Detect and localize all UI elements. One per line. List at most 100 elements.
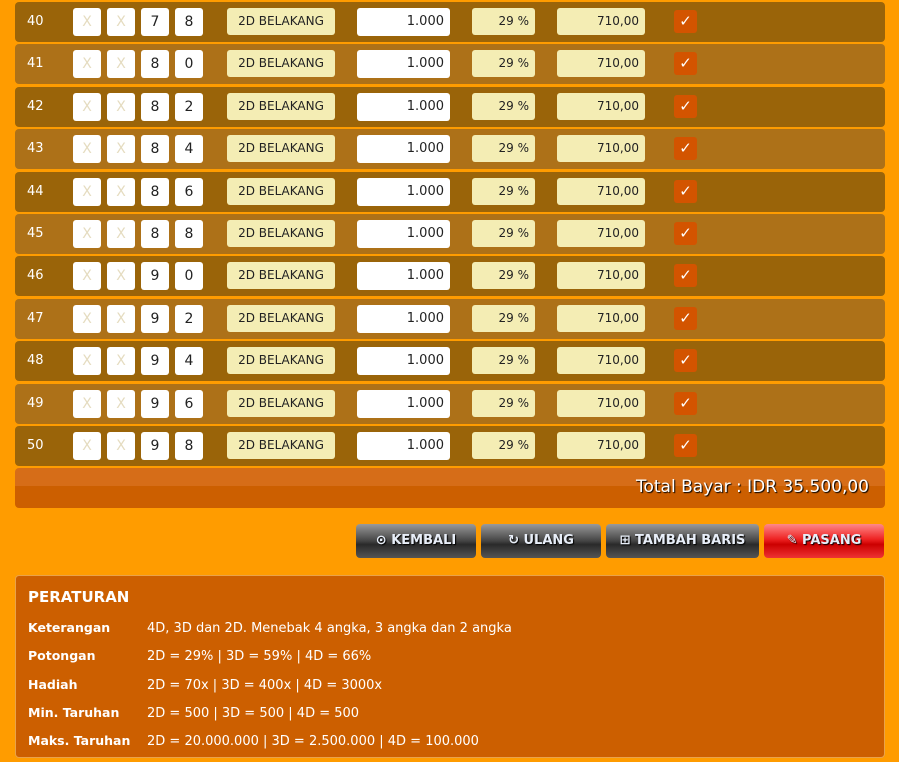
bet-amount-input[interactable]: 1.000 (357, 92, 450, 121)
digit-3-input[interactable]: 9 (141, 347, 169, 376)
checkmark-icon: ✓ (679, 96, 692, 115)
bet-type-select[interactable]: 2D BELAKANG (227, 432, 335, 459)
row-checkbox[interactable]: ✓ (674, 264, 697, 288)
digit-3-input[interactable]: 9 (141, 262, 169, 291)
digit-2-input[interactable]: X (107, 177, 135, 206)
pay-field: 710,00 (557, 389, 645, 417)
bet-type-select[interactable]: 2D BELAKANG (227, 8, 335, 35)
digit-1-input[interactable]: X (73, 8, 101, 36)
bet-amount-input[interactable]: 1.000 (357, 432, 450, 460)
digit-1-input[interactable]: X (73, 177, 101, 206)
digit-3-input[interactable]: 9 (141, 389, 169, 418)
digit-4-input[interactable]: 4 (175, 135, 203, 164)
digit-1-input[interactable]: X (73, 262, 101, 291)
digit-4-input[interactable]: 8 (175, 432, 203, 460)
submit-button[interactable]: ✎ PASANG (764, 524, 884, 558)
digit-1-input[interactable]: X (73, 304, 101, 333)
reset-button[interactable]: ↻ ULANG (481, 524, 601, 558)
digit-1-input[interactable]: X (73, 92, 101, 121)
row-checkbox[interactable]: ✓ (674, 179, 697, 203)
bet-amount-input[interactable]: 1.000 (357, 389, 450, 418)
digit-4-input[interactable]: 4 (175, 347, 203, 376)
digit-2-input[interactable]: X (107, 220, 135, 248)
row-checkbox[interactable]: ✓ (674, 10, 697, 33)
pay-field: 710,00 (557, 432, 645, 459)
digit-4-input[interactable]: 2 (175, 304, 203, 333)
digit-4-input[interactable]: 0 (175, 262, 203, 291)
digit-2-input[interactable]: X (107, 347, 135, 376)
row-checkbox[interactable]: ✓ (674, 222, 697, 245)
digit-1-input[interactable]: X (73, 220, 101, 248)
digit-2-input[interactable]: X (107, 389, 135, 418)
digit-3-input[interactable]: 8 (141, 220, 169, 248)
row-checkbox[interactable]: ✓ (674, 306, 697, 330)
digit-2-input[interactable]: X (107, 262, 135, 291)
discount-field: 29 % (472, 262, 535, 290)
digit-3-input[interactable]: 8 (141, 92, 169, 121)
bet-type-select[interactable]: 2D BELAKANG (227, 304, 335, 332)
digit-4-input[interactable]: 8 (175, 8, 203, 36)
bet-type-select[interactable]: 2D BELAKANG (227, 50, 335, 78)
digit-2-input[interactable]: X (107, 92, 135, 121)
digit-2-input[interactable]: X (107, 50, 135, 79)
digit-2-input[interactable]: X (107, 135, 135, 164)
add-row-button[interactable]: ⊞ TAMBAH BARIS (606, 524, 759, 558)
digit-4-input[interactable]: 8 (175, 220, 203, 248)
rule-value: 2D = 500 | 3D = 500 | 4D = 500 (147, 705, 360, 721)
pay-field: 710,00 (557, 304, 645, 332)
bet-amount-input[interactable]: 1.000 (357, 347, 450, 376)
pay-field: 710,00 (557, 262, 645, 290)
digit-3-input[interactable]: 7 (141, 8, 169, 36)
bet-type-select[interactable]: 2D BELAKANG (227, 347, 335, 375)
digit-4-input[interactable]: 0 (175, 50, 203, 79)
rule-value: 2D = 20.000.000 | 3D = 2.500.000 | 4D = … (147, 734, 479, 750)
row-checkbox[interactable]: ✓ (674, 137, 697, 161)
digit-2-input[interactable]: X (107, 8, 135, 36)
total-amount: Total Bayar : IDR 35.500,00 (635, 477, 869, 497)
back-button[interactable]: ⊙ KEMBALI (356, 524, 476, 558)
digit-1-input[interactable]: X (73, 389, 101, 418)
bet-amount-input[interactable]: 1.000 (357, 220, 450, 248)
digit-3-input[interactable]: 8 (141, 50, 169, 79)
bet-amount-input[interactable]: 1.000 (357, 50, 450, 79)
bet-type-select[interactable]: 2D BELAKANG (227, 135, 335, 163)
bet-type-select[interactable]: 2D BELAKANG (227, 177, 335, 205)
digit-2-input[interactable]: X (107, 432, 135, 460)
digit-1-input[interactable]: X (73, 432, 101, 460)
row-checkbox[interactable]: ✓ (674, 94, 697, 118)
digit-3-input[interactable]: 9 (141, 304, 169, 333)
digit-4-input[interactable]: 2 (175, 92, 203, 121)
digit-1-input[interactable]: X (73, 50, 101, 79)
bet-amount-input[interactable]: 1.000 (357, 8, 450, 36)
digit-3-input[interactable]: 8 (141, 177, 169, 206)
bet-amount-input[interactable]: 1.000 (357, 304, 450, 333)
checkmark-icon: ✓ (679, 139, 692, 158)
bet-amount-input[interactable]: 1.000 (357, 177, 450, 206)
digit-3-input[interactable]: 8 (141, 135, 169, 164)
rule-value: 2D = 70x | 3D = 400x | 4D = 3000x (147, 677, 383, 693)
pay-field: 710,00 (557, 92, 645, 120)
checkmark-icon: ✓ (679, 308, 692, 327)
digit-1-input[interactable]: X (73, 135, 101, 164)
bet-type-select[interactable]: 2D BELAKANG (227, 389, 335, 417)
row-checkbox[interactable]: ✓ (674, 434, 697, 457)
bet-amount-input[interactable]: 1.000 (357, 262, 450, 291)
bet-type-select[interactable]: 2D BELAKANG (227, 92, 335, 120)
digit-4-input[interactable]: 6 (175, 389, 203, 418)
digit-1-input[interactable]: X (73, 347, 101, 376)
checkmark-icon: ✓ (679, 436, 692, 454)
row-checkbox[interactable]: ✓ (674, 52, 697, 76)
row-number: 47 (27, 310, 44, 326)
rule-item: Keterangan 4D, 3D dan 2D. Menebak 4 angka… (28, 620, 512, 636)
rule-label: Hadiah (28, 676, 78, 692)
digit-2-input[interactable]: X (107, 304, 135, 333)
bet-row: 42 X X 8 2 2D BELAKANG 1.000 29 % 710,00… (15, 86, 885, 127)
bet-type-select[interactable]: 2D BELAKANG (227, 220, 335, 247)
digit-3-input[interactable]: 9 (141, 432, 169, 460)
bet-type-select[interactable]: 2D BELAKANG (227, 262, 335, 290)
row-checkbox[interactable]: ✓ (674, 391, 697, 415)
row-checkbox[interactable]: ✓ (674, 349, 697, 373)
digit-4-input[interactable]: 6 (175, 177, 203, 206)
bet-amount-input[interactable]: 1.000 (357, 135, 450, 164)
pay-field: 710,00 (557, 347, 645, 375)
